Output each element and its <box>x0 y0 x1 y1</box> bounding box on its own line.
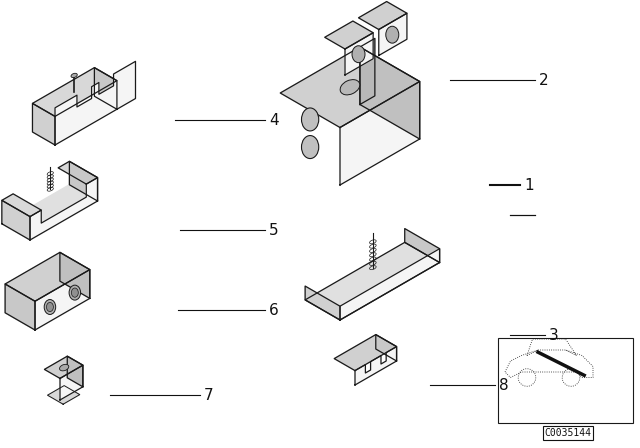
Ellipse shape <box>47 302 53 312</box>
Polygon shape <box>324 21 373 49</box>
Polygon shape <box>47 386 80 404</box>
Polygon shape <box>345 33 373 75</box>
Polygon shape <box>60 365 83 400</box>
Polygon shape <box>358 1 407 30</box>
Polygon shape <box>2 194 41 216</box>
Ellipse shape <box>44 300 56 314</box>
Ellipse shape <box>72 288 78 297</box>
Polygon shape <box>334 335 397 370</box>
Ellipse shape <box>352 46 365 63</box>
Polygon shape <box>58 161 97 184</box>
Polygon shape <box>5 284 35 330</box>
Text: 8: 8 <box>499 378 509 392</box>
Text: 5: 5 <box>269 223 278 237</box>
Ellipse shape <box>71 73 77 78</box>
Ellipse shape <box>340 80 360 95</box>
Ellipse shape <box>69 285 81 300</box>
Polygon shape <box>95 68 117 109</box>
Polygon shape <box>355 347 397 385</box>
Polygon shape <box>305 286 340 320</box>
Polygon shape <box>60 252 90 298</box>
Polygon shape <box>55 61 136 145</box>
Polygon shape <box>69 161 97 201</box>
Text: 1: 1 <box>524 177 534 193</box>
Ellipse shape <box>301 108 319 131</box>
Ellipse shape <box>301 136 319 159</box>
Polygon shape <box>2 185 97 240</box>
Polygon shape <box>30 177 97 240</box>
Ellipse shape <box>60 364 68 371</box>
Polygon shape <box>67 356 83 387</box>
Polygon shape <box>404 228 440 263</box>
Polygon shape <box>44 356 83 379</box>
Polygon shape <box>360 47 420 139</box>
Polygon shape <box>376 335 397 361</box>
Polygon shape <box>305 242 440 320</box>
Polygon shape <box>33 103 55 145</box>
Text: 7: 7 <box>204 388 214 402</box>
Polygon shape <box>5 281 90 330</box>
Polygon shape <box>340 249 440 320</box>
Text: C0035144: C0035144 <box>545 428 591 438</box>
Polygon shape <box>340 82 420 185</box>
Polygon shape <box>379 13 407 56</box>
Text: 4: 4 <box>269 112 278 128</box>
Polygon shape <box>33 68 117 116</box>
Text: 3: 3 <box>549 327 559 343</box>
Polygon shape <box>360 39 375 104</box>
Polygon shape <box>35 270 90 330</box>
Ellipse shape <box>386 26 399 43</box>
Text: 6: 6 <box>269 302 279 318</box>
Polygon shape <box>5 252 90 301</box>
Polygon shape <box>280 47 420 128</box>
Bar <box>498 338 633 423</box>
Text: 2: 2 <box>539 73 548 87</box>
Polygon shape <box>2 200 30 240</box>
